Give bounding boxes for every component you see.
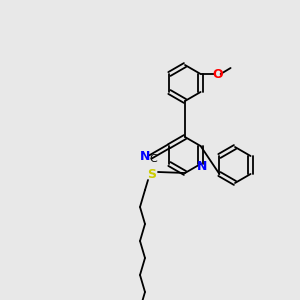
Text: C: C [149,154,157,164]
Text: N: N [196,160,207,172]
Text: N: N [140,149,151,163]
Text: O: O [212,68,223,80]
Text: S: S [148,169,157,182]
